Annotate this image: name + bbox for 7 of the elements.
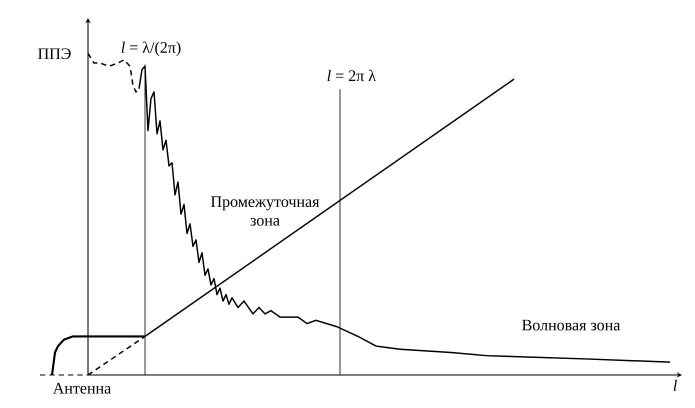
y-axis-title: ППЭ [38, 48, 71, 60]
x-axis-title: l [674, 380, 677, 391]
annotation: l = 2π λ [328, 70, 376, 82]
annotation: Промежуточная зона [210, 196, 320, 226]
annotation: Волновая зона [522, 320, 620, 330]
annotation: l = λ/(2π) [122, 41, 181, 56]
text: Антенна [52, 382, 111, 394]
